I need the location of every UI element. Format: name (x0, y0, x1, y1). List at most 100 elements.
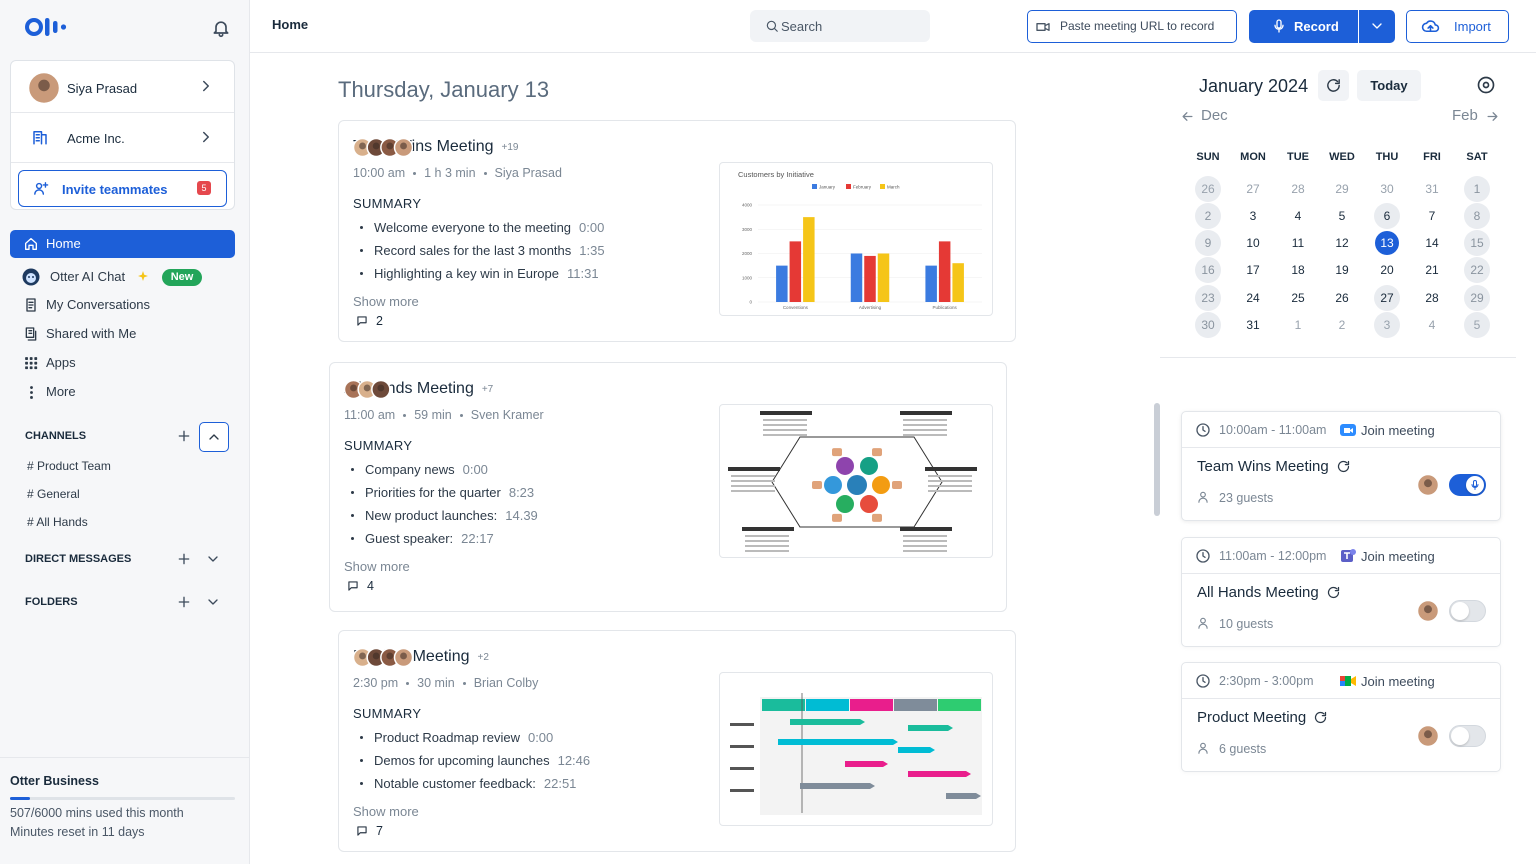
logo (25, 18, 67, 36)
prev-month[interactable]: Dec (1201, 107, 1228, 124)
day[interactable]: 30 (1380, 182, 1394, 196)
day[interactable]: 1 (1294, 318, 1302, 332)
invite-button[interactable] (18, 170, 227, 207)
day[interactable]: 7 (1428, 209, 1436, 223)
day[interactable]: 15 (1470, 236, 1484, 250)
day[interactable]: 29 (1335, 182, 1349, 196)
show-more[interactable]: Show more (344, 559, 410, 574)
nav-item[interactable]: Shared with Me (46, 326, 137, 341)
day[interactable]: 5 (1473, 318, 1481, 332)
day[interactable]: 11 (1291, 236, 1305, 250)
channel[interactable]: # General (27, 487, 80, 501)
today-button[interactable] (1357, 70, 1421, 101)
divider (11, 112, 234, 113)
day[interactable]: 28 (1425, 291, 1439, 305)
day[interactable]: 14 (1425, 236, 1439, 250)
day[interactable]: 27 (1246, 182, 1260, 196)
day[interactable]: 19 (1335, 263, 1349, 277)
day[interactable]: 10 (1246, 236, 1260, 250)
nav-item[interactable]: My Conversations (46, 297, 151, 312)
day[interactable]: 26 (1201, 182, 1215, 196)
record-label[interactable]: Record (1294, 19, 1339, 34)
next-arrow[interactable] (1485, 109, 1500, 124)
day[interactable]: 4 (1428, 318, 1436, 332)
refresh-button[interactable] (1318, 70, 1349, 101)
show-more[interactable]: Show more (353, 804, 419, 819)
chart-title: Customers by Initiative (738, 170, 814, 179)
day[interactable]: 30 (1201, 318, 1215, 332)
day[interactable]: 31 (1246, 318, 1260, 332)
day[interactable]: 18 (1291, 263, 1305, 277)
day[interactable]: 3 (1383, 318, 1391, 332)
day[interactable]: 16 (1201, 263, 1215, 277)
show-more[interactable]: Show more (353, 294, 419, 309)
icon-shape (25, 238, 37, 250)
day[interactable]: 31 (1425, 182, 1439, 196)
day[interactable]: 3 (1249, 209, 1257, 223)
day[interactable]: 12 (1335, 236, 1349, 250)
nav-icon (26, 298, 36, 312)
paste-url[interactable] (1027, 10, 1237, 43)
settings[interactable] (1476, 75, 1496, 95)
invite-label[interactable]: Invite teammates (62, 182, 168, 197)
day[interactable]: 24 (1246, 291, 1260, 305)
channel[interactable]: # Product Team (27, 459, 111, 473)
day[interactable]: 1 (1473, 182, 1481, 196)
icon-shape (1424, 479, 1432, 488)
meeting-card[interactable] (329, 362, 1007, 612)
join-link[interactable]: Join meeting (1361, 423, 1435, 438)
channel[interactable]: # All Hands (27, 515, 88, 529)
join-link[interactable]: Join meeting (1361, 674, 1435, 689)
join-link[interactable]: Join meeting (1361, 549, 1435, 564)
icon-shape (812, 481, 822, 489)
nav-item[interactable]: More (46, 384, 76, 399)
expand[interactable] (205, 551, 221, 567)
today-label[interactable]: Today (1370, 78, 1408, 93)
icon-shape (386, 652, 394, 660)
day[interactable]: 23 (1201, 291, 1215, 305)
nav-item[interactable]: Apps (46, 355, 76, 370)
add-channel[interactable] (176, 428, 192, 444)
comment-icon (357, 316, 367, 326)
day[interactable]: 2 (1338, 318, 1346, 332)
search-placeholder[interactable]: Search (781, 19, 823, 34)
notifications[interactable] (211, 18, 231, 38)
day[interactable]: 27 (1380, 291, 1394, 305)
day[interactable]: 9 (1204, 236, 1212, 250)
day[interactable]: 25 (1291, 291, 1305, 305)
nav-item[interactable]: Home (46, 236, 81, 251)
x-tick-label: Conventions (783, 305, 809, 310)
day[interactable]: 6 (1383, 209, 1391, 223)
icon-shape (730, 789, 754, 792)
apps-icon (25, 357, 38, 370)
import-label[interactable]: Import (1454, 19, 1491, 34)
day[interactable]: 28 (1291, 182, 1305, 196)
day[interactable]: 22 (1470, 263, 1484, 277)
day[interactable]: 2 (1204, 209, 1212, 223)
nav-item[interactable]: Otter AI Chat (50, 269, 126, 284)
paste-label[interactable]: Paste meeting URL to record (1060, 19, 1215, 33)
record-button[interactable] (1249, 10, 1358, 43)
day[interactable]: 8 (1473, 209, 1481, 223)
search-box[interactable] (750, 10, 930, 42)
day[interactable]: 29 (1470, 291, 1484, 305)
day[interactable]: 17 (1246, 263, 1260, 277)
add-folder[interactable] (176, 594, 192, 610)
user-name[interactable]: Siya Prasad (67, 81, 138, 96)
day[interactable]: 4 (1294, 209, 1302, 223)
icon-shape (1196, 674, 1210, 688)
add-dm[interactable] (176, 551, 192, 567)
day[interactable]: 13 (1380, 236, 1394, 250)
day[interactable]: 26 (1335, 291, 1349, 305)
nav-active[interactable] (10, 230, 235, 258)
expand[interactable] (205, 594, 221, 610)
day[interactable]: 5 (1338, 209, 1346, 223)
org-name[interactable]: Acme Inc. (67, 131, 125, 146)
day[interactable]: 21 (1425, 263, 1439, 277)
prev-arrow[interactable] (1180, 109, 1195, 124)
collapse-button[interactable] (199, 422, 229, 452)
record-menu[interactable] (1359, 10, 1395, 43)
next-month[interactable]: Feb (1452, 107, 1478, 124)
day[interactable]: 20 (1380, 263, 1394, 277)
